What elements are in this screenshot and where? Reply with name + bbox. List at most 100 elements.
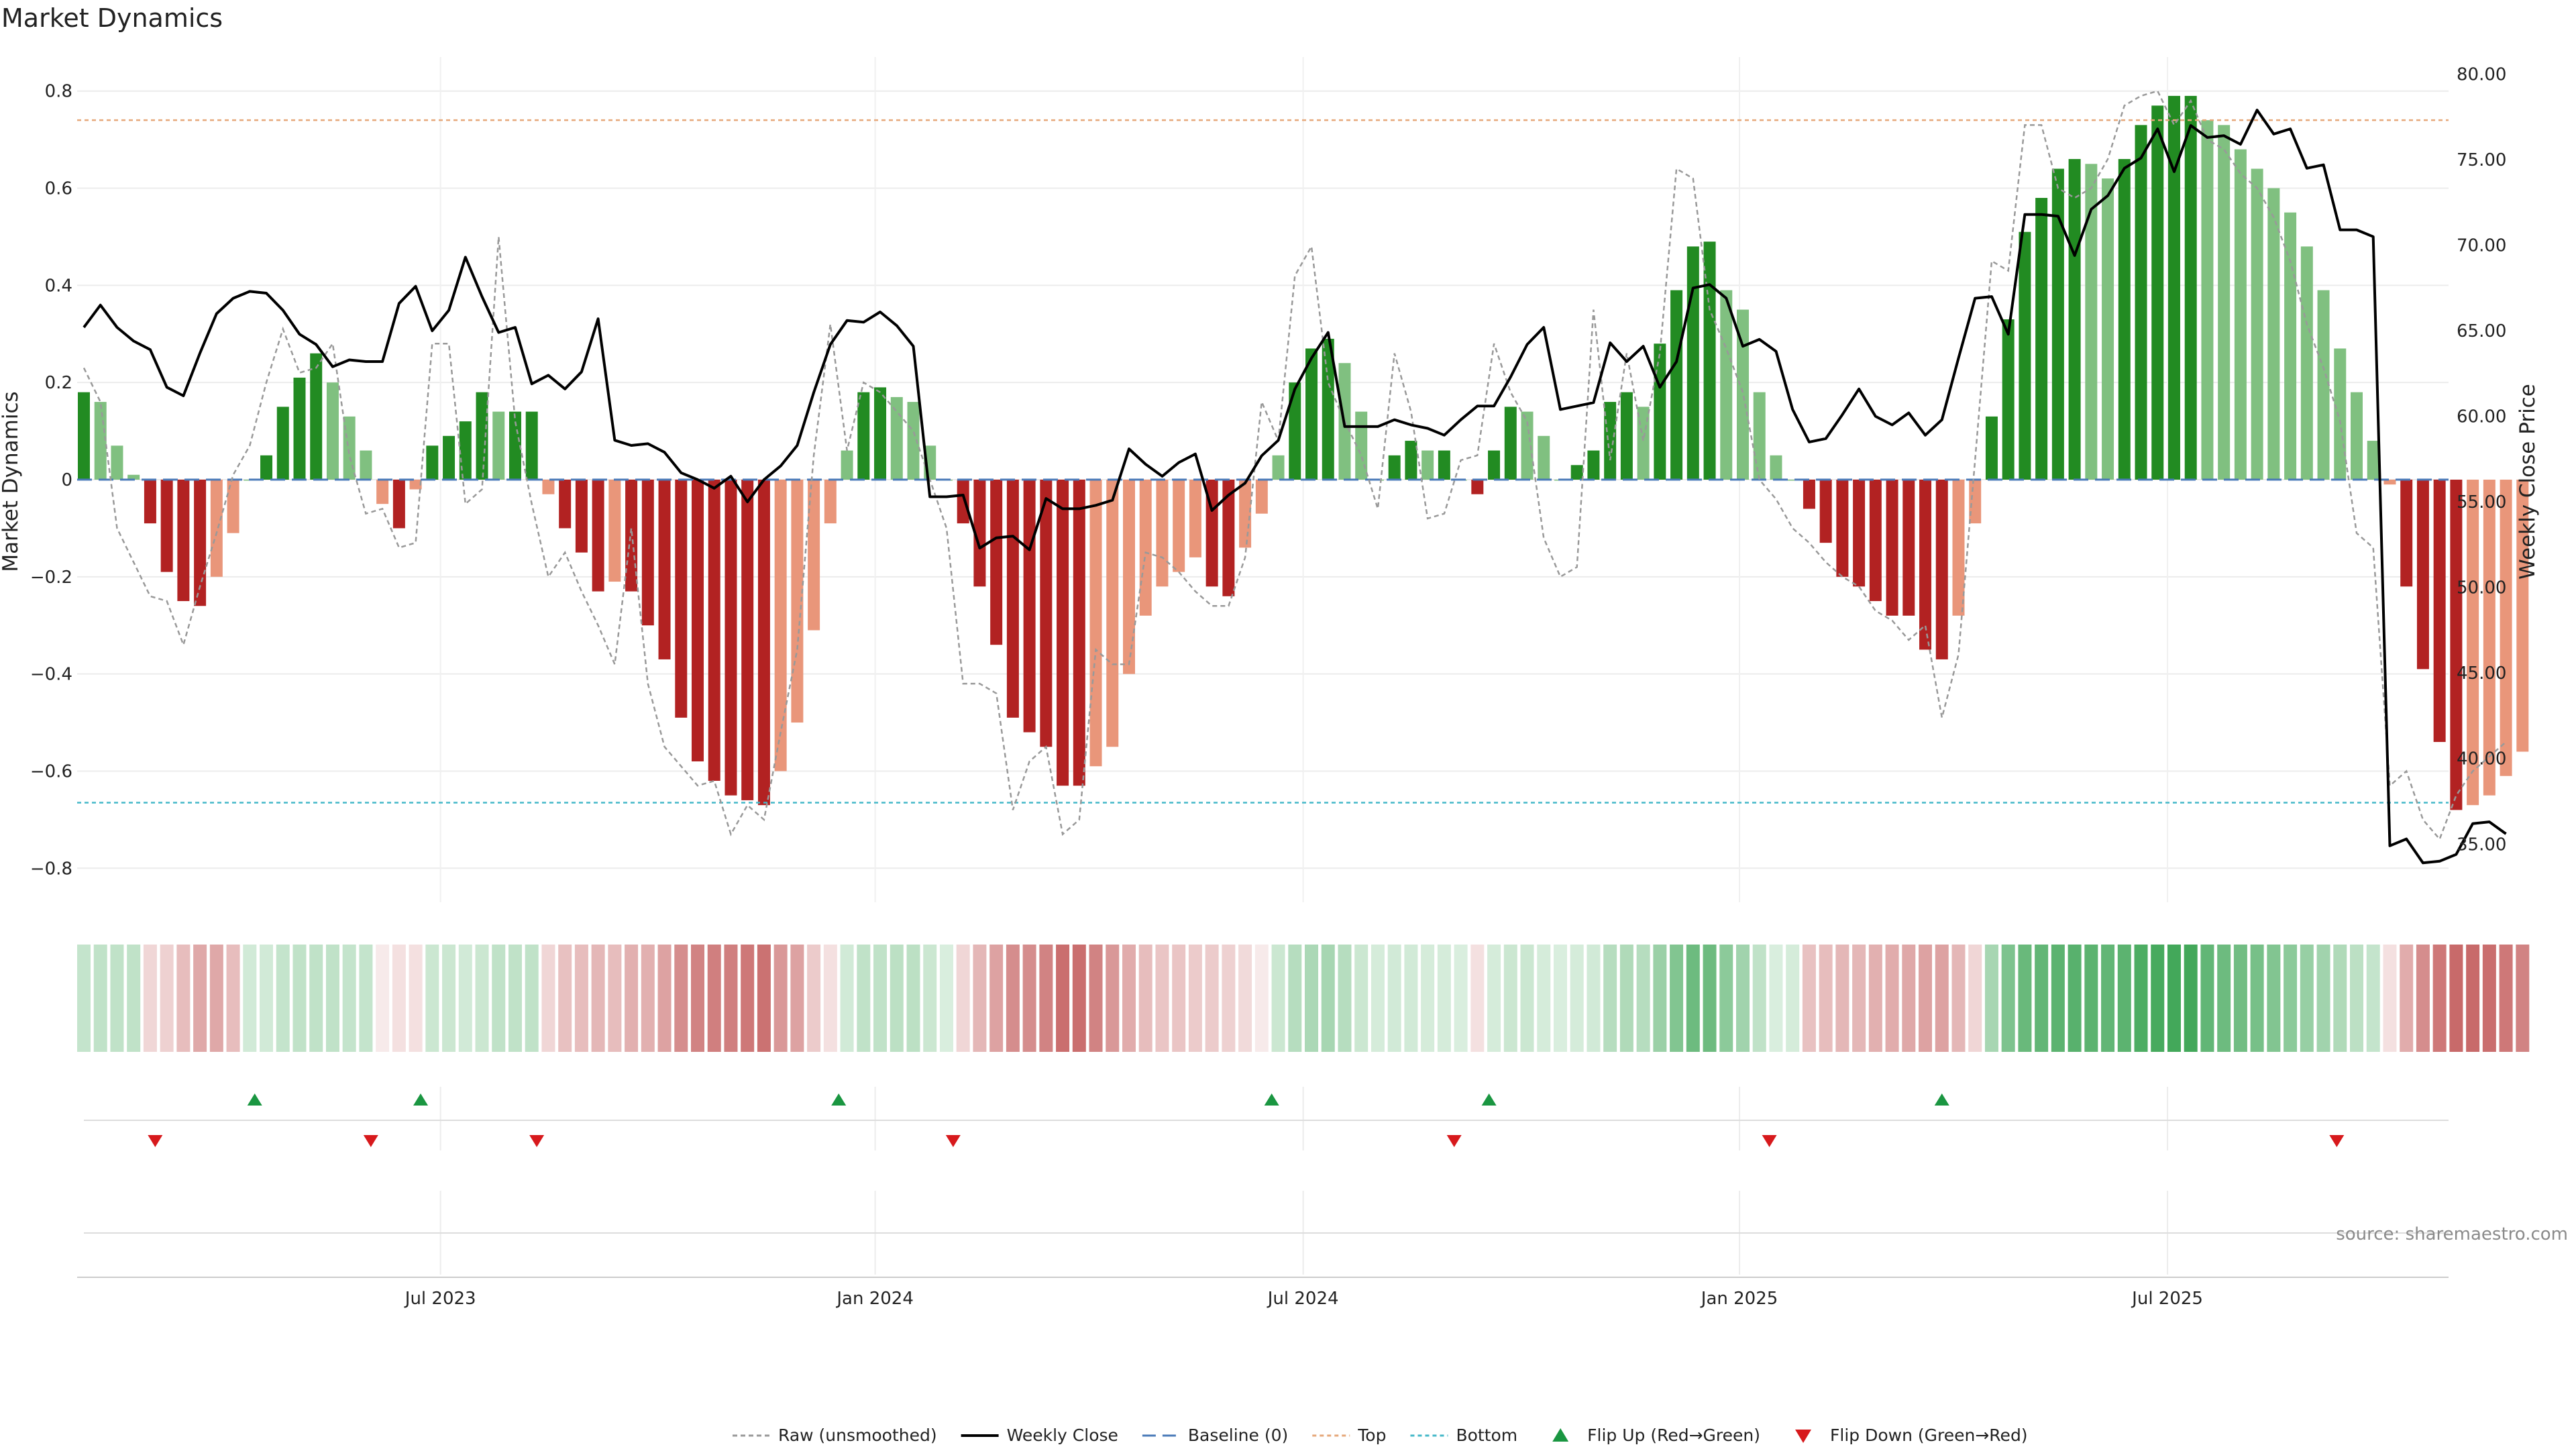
strip-cell-96 bbox=[1670, 945, 1684, 1052]
bar-48 bbox=[874, 387, 887, 480]
bar-29 bbox=[559, 480, 572, 529]
strip-cell-116 bbox=[2001, 945, 2015, 1052]
strip-cell-3 bbox=[127, 945, 141, 1052]
strip-cell-79 bbox=[1387, 945, 1401, 1052]
bar-103 bbox=[1786, 480, 1799, 481]
strip-cell-46 bbox=[840, 945, 854, 1052]
bar-132 bbox=[2267, 188, 2280, 480]
bar-98 bbox=[1703, 241, 1716, 480]
bar-93 bbox=[1620, 392, 1633, 480]
strip-cell-99 bbox=[1719, 945, 1733, 1052]
strip-cell-42 bbox=[773, 945, 788, 1052]
strip-cell-113 bbox=[1951, 945, 1966, 1052]
strip-cell-7 bbox=[193, 945, 207, 1052]
strip-cell-48 bbox=[873, 945, 888, 1052]
bar-90 bbox=[1570, 465, 1583, 480]
flip-down-marker-4 bbox=[1446, 1135, 1462, 1147]
bar-144 bbox=[2467, 480, 2479, 806]
bar-109 bbox=[1886, 480, 1898, 616]
strip-cell-93 bbox=[1619, 945, 1633, 1052]
bar-137 bbox=[2351, 392, 2363, 480]
flip-down-marker-3 bbox=[945, 1135, 961, 1147]
strip-cell-27 bbox=[525, 945, 539, 1052]
left-tick-label-8: −0.8 bbox=[30, 859, 72, 879]
strip-cell-121 bbox=[2084, 945, 2098, 1052]
strip-cell-30 bbox=[574, 945, 588, 1052]
strip-cell-62 bbox=[1106, 945, 1120, 1052]
bar-97 bbox=[1686, 246, 1699, 480]
strip-cell-140 bbox=[2400, 945, 2414, 1052]
bar-134 bbox=[2300, 246, 2313, 480]
strip-cell-111 bbox=[1919, 945, 1933, 1052]
bar-116 bbox=[2002, 319, 2015, 480]
right-tick-label-0: 80.00 bbox=[2457, 65, 2506, 85]
strip-cell-78 bbox=[1371, 945, 1385, 1052]
strip-cell-63 bbox=[1122, 945, 1136, 1052]
strip-cell-67 bbox=[1188, 945, 1202, 1052]
bar-138 bbox=[2367, 441, 2379, 480]
strip-cell-74 bbox=[1305, 945, 1319, 1052]
bar-16 bbox=[343, 416, 356, 480]
bar-130 bbox=[2234, 149, 2247, 480]
x-tick-label-2: Jul 2024 bbox=[1267, 1289, 1339, 1309]
strip-cell-134 bbox=[2300, 945, 2314, 1052]
bar-121 bbox=[2085, 164, 2098, 480]
bar-41 bbox=[757, 480, 770, 806]
bar-63 bbox=[1122, 480, 1135, 674]
bar-141 bbox=[2416, 480, 2429, 669]
bar-53 bbox=[957, 480, 969, 524]
bar-110 bbox=[1902, 480, 1915, 616]
bar-65 bbox=[1156, 480, 1169, 587]
bar-108 bbox=[1869, 480, 1882, 602]
strip-cell-64 bbox=[1138, 945, 1152, 1052]
bar-58 bbox=[1040, 480, 1053, 747]
strip-cell-11 bbox=[260, 945, 274, 1052]
strip-cell-50 bbox=[906, 945, 920, 1052]
bar-14 bbox=[310, 353, 323, 480]
bar-87 bbox=[1521, 411, 1534, 480]
bar-146 bbox=[2500, 480, 2512, 776]
strip-cell-76 bbox=[1338, 945, 1352, 1052]
strip-cell-131 bbox=[2250, 945, 2264, 1052]
strip-cell-57 bbox=[1022, 945, 1036, 1052]
bar-31 bbox=[592, 480, 604, 592]
weekly-close-line bbox=[83, 109, 2507, 865]
bar-38 bbox=[708, 480, 720, 781]
strip-cell-58 bbox=[1039, 945, 1053, 1052]
flip-down-marker-2 bbox=[529, 1135, 545, 1147]
strip-cell-40 bbox=[741, 945, 755, 1052]
strip-cell-70 bbox=[1238, 945, 1252, 1052]
strip-cell-49 bbox=[890, 945, 904, 1052]
bar-81 bbox=[1421, 450, 1434, 480]
left-tick-label-4: 0 bbox=[61, 470, 72, 490]
bar-84 bbox=[1471, 480, 1484, 494]
strip-cell-1 bbox=[93, 945, 107, 1052]
bar-120 bbox=[2068, 159, 2081, 480]
bar-106 bbox=[1836, 480, 1849, 577]
bar-24 bbox=[476, 392, 488, 480]
strip-cell-100 bbox=[1736, 945, 1750, 1052]
strip-cell-53 bbox=[956, 945, 970, 1052]
strip-cell-80 bbox=[1404, 945, 1418, 1052]
bar-13 bbox=[293, 377, 306, 480]
strip-cell-138 bbox=[2366, 945, 2380, 1052]
strip-cell-61 bbox=[1089, 945, 1103, 1052]
strip-cell-112 bbox=[1935, 945, 1949, 1052]
strip-cell-104 bbox=[1802, 945, 1816, 1052]
bar-32 bbox=[608, 480, 621, 582]
strip-cell-21 bbox=[425, 945, 439, 1052]
strip-cell-15 bbox=[325, 945, 339, 1052]
strip-cell-136 bbox=[2333, 945, 2347, 1052]
strip-cell-41 bbox=[757, 945, 771, 1052]
strip-cell-114 bbox=[1968, 945, 1982, 1052]
bar-42 bbox=[774, 480, 787, 771]
bar-1 bbox=[94, 402, 107, 480]
strip-cell-129 bbox=[2217, 945, 2231, 1052]
strip-cell-106 bbox=[1835, 945, 1849, 1052]
bar-59 bbox=[1057, 480, 1069, 786]
right-tick-label-8: 40.00 bbox=[2457, 749, 2506, 769]
legend-label-raw: Raw (unsmoothed) bbox=[778, 1426, 937, 1445]
strip-cell-109 bbox=[1885, 945, 1899, 1052]
bar-4 bbox=[144, 480, 156, 524]
strip-cell-126 bbox=[2167, 945, 2181, 1052]
